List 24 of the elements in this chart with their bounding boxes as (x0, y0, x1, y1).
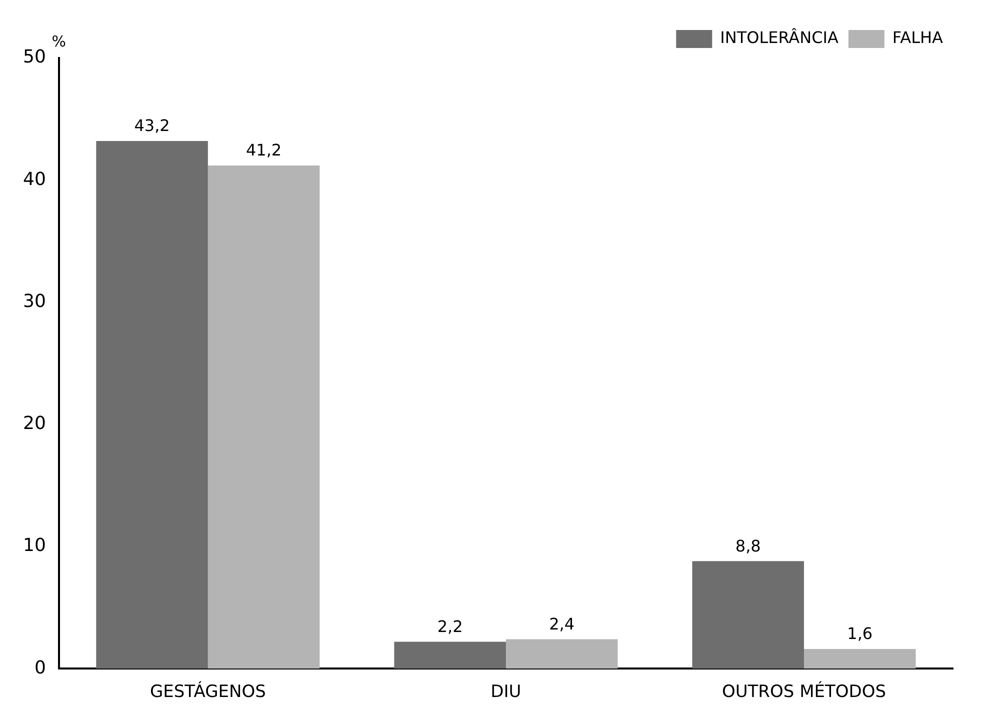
bar (506, 639, 618, 669)
x-tick-label: GESTÁGENOS (150, 681, 266, 702)
y-tick-label: 10 (23, 535, 46, 556)
legend-label: INTOLERÂNCIA (720, 28, 838, 48)
data-label: 43,2 (134, 116, 170, 136)
bar (208, 165, 320, 669)
data-label: 8,8 (735, 536, 761, 556)
bar (96, 141, 208, 669)
y-tick-label: 40 (23, 168, 46, 190)
data-label: 2,4 (549, 614, 575, 634)
bar (804, 649, 916, 669)
data-label: 41,2 (246, 140, 282, 160)
bar (394, 642, 506, 669)
x-tick-label: DIU (490, 682, 522, 702)
y-tick-label: 30 (23, 290, 46, 312)
legend-label: FALHA (892, 28, 944, 48)
bar (692, 561, 804, 669)
data-label: 2,2 (437, 616, 463, 636)
y-axis-title: % (52, 32, 66, 50)
x-tick-label: OUTROS MÉTODOS (722, 681, 886, 702)
y-tick-label: 0 (34, 657, 46, 678)
data-label: 1,6 (847, 624, 873, 644)
y-tick-label: 50 (23, 46, 46, 68)
y-tick-label: 20 (23, 413, 46, 434)
